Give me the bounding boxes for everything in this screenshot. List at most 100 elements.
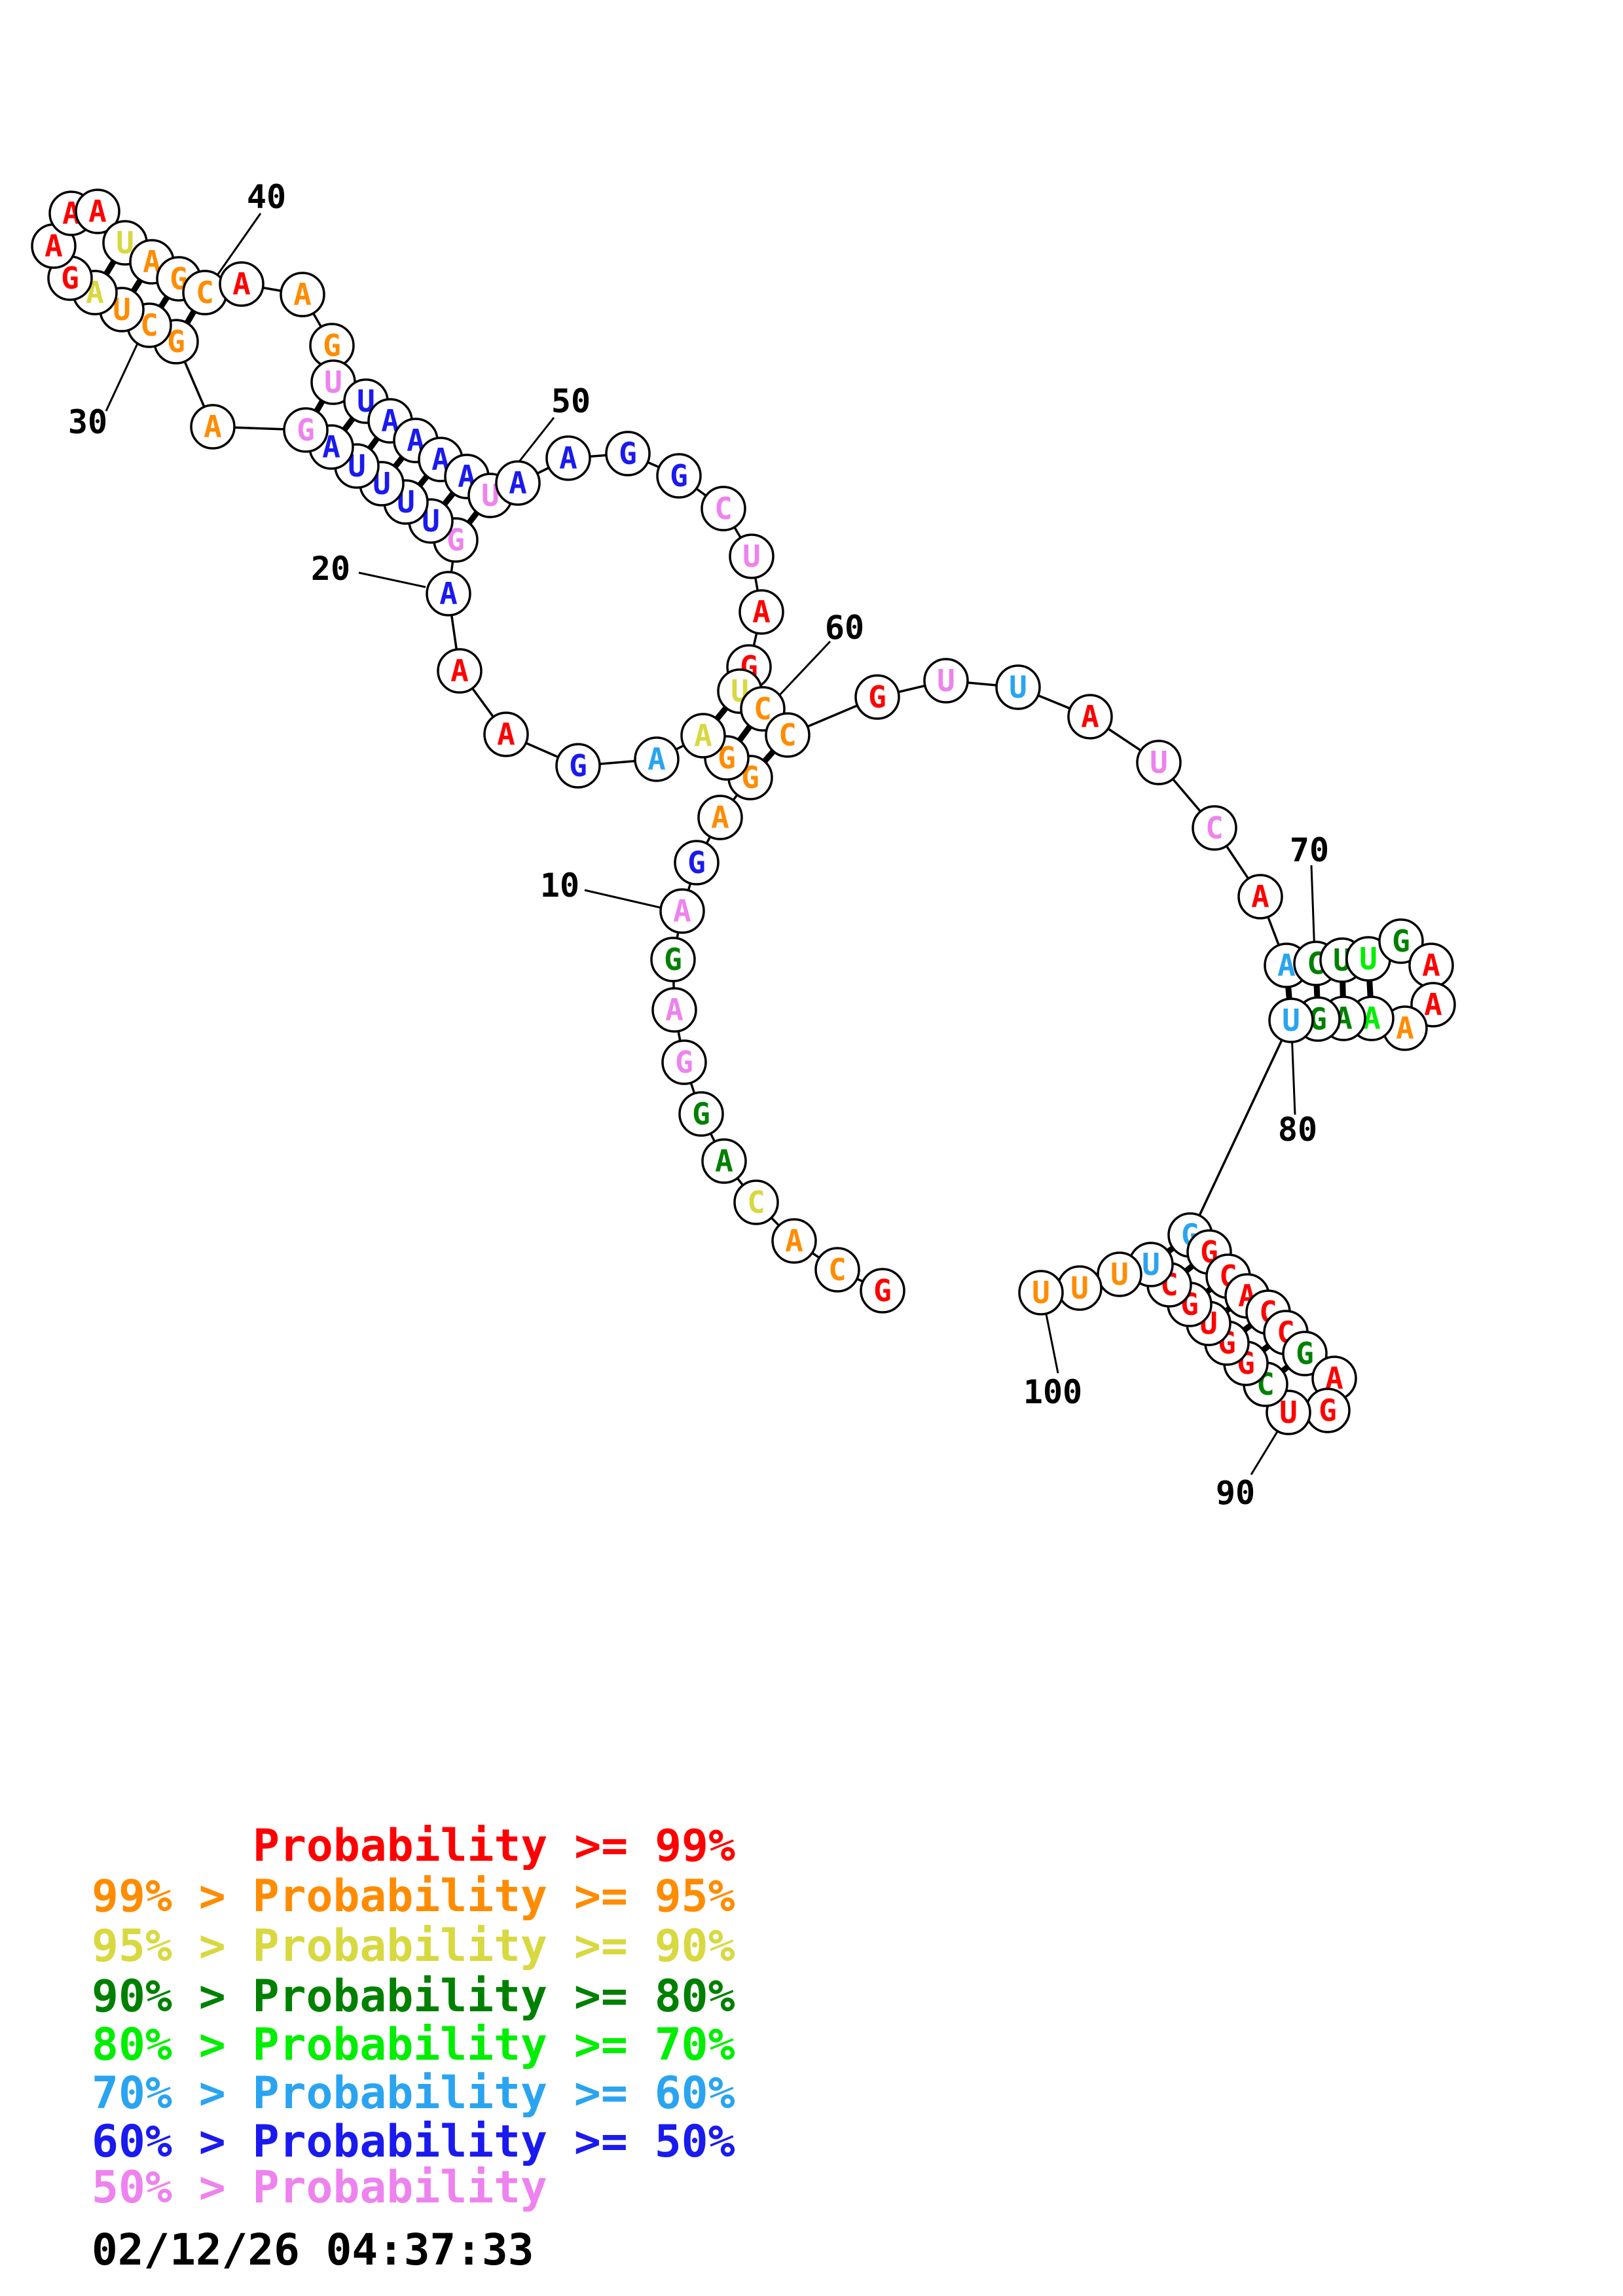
nucleotide-circle [697, 795, 743, 840]
legend-row-p70: 80% > Probability >= 70% [92, 2019, 735, 2071]
nucleotide-circle [674, 840, 720, 886]
position-label: 40 [247, 178, 286, 216]
nucleotide-circle [634, 736, 680, 782]
nucleotide-base: A [647, 742, 666, 777]
nucleotide-circle [605, 431, 651, 476]
nucleotide-base: U [1142, 1247, 1160, 1282]
nucleotide-base: C [714, 491, 733, 526]
nucleotide-circle [729, 533, 775, 579]
position-label-line [1290, 1031, 1296, 1115]
nucleotide-circle [1378, 918, 1424, 964]
nucleotide-circle [1097, 1251, 1142, 1297]
legend-row-p95: 99% > Probability >= 95% [92, 1871, 735, 1922]
nucleotide-circle [1136, 740, 1182, 785]
nucleotide-base: A [1424, 987, 1442, 1022]
nucleotide-base: G [1392, 924, 1410, 959]
nucleotide-circle [495, 460, 541, 506]
position-label-line [209, 213, 262, 286]
legend-row-p80: 90% > Probability >= 80% [92, 1971, 735, 2022]
nucleotide-base: U [1359, 941, 1377, 977]
nucleotide-base: G [675, 1045, 693, 1080]
nucleotide-base: A [1081, 699, 1099, 734]
nucleotide-circle [280, 272, 325, 317]
nucleotide-base: G [868, 679, 886, 715]
nucleotide-base: U [1009, 670, 1027, 705]
nucleotide-base: U [742, 539, 761, 574]
nucleotide-base: A [711, 800, 729, 835]
nucleotide-base: A [439, 576, 458, 611]
nucleotide-base: A [715, 1143, 733, 1179]
nucleotide-base: A [232, 266, 251, 302]
nucleotide-base: A [293, 277, 312, 312]
nucleotide-base: C [828, 1252, 847, 1287]
nucleotide-base: G [664, 942, 682, 977]
nucleotide-circle [555, 743, 601, 789]
position-label-line [584, 889, 662, 909]
nucleotide-base: A [450, 653, 469, 689]
nucleotide-circle [860, 1268, 905, 1314]
nucleotide-circle [483, 711, 529, 757]
nucleotide-circle [680, 713, 726, 759]
nucleotide-circle [995, 664, 1041, 710]
nucleotide-base: C [747, 1185, 765, 1220]
nucleotide-base: A [665, 992, 684, 1028]
position-label: 20 [311, 550, 350, 588]
nucleotide-circle [1268, 997, 1314, 1043]
nucleotide-base: G [619, 436, 637, 471]
nucleotide-base: U [324, 365, 342, 400]
position-label: 10 [540, 867, 579, 905]
position-label: 100 [1023, 1373, 1082, 1411]
nucleotide-base: G [873, 1273, 892, 1308]
nucleotide-circle [1282, 1331, 1328, 1376]
position-labels: 10 20 30 40 50 60 70 80 90 100 [68, 178, 1329, 1512]
nucleotide-base: A [204, 409, 222, 444]
nucleotide-circle [854, 674, 900, 720]
nucleotide-base: G [687, 845, 706, 880]
legend-row-p90: 95% > Probability >= 90% [92, 1920, 735, 1972]
nucleotide-base: G [1296, 1336, 1314, 1371]
nucleotide-circle [75, 188, 120, 234]
nucleotide-base: G [61, 260, 79, 296]
nucleotide-base: U [1150, 745, 1168, 780]
nucleotide-base: G [323, 328, 341, 363]
nucleotide-base: C [754, 691, 772, 726]
position-label: 70 [1290, 831, 1329, 869]
nucleotide-circle [923, 658, 969, 704]
position-label: 30 [68, 403, 107, 441]
nucleotide-base: A [509, 465, 527, 501]
position-label-line [358, 571, 426, 588]
nucleotide-base: U [1110, 1257, 1129, 1292]
nucleotide-base: A [1396, 1011, 1414, 1046]
nucleotide-base: G [670, 458, 688, 493]
nucleotide-circle [656, 453, 702, 499]
position-label: 80 [1278, 1111, 1317, 1149]
nucleotide-base: C [1205, 810, 1224, 846]
nucleotide-base: U [1032, 1275, 1050, 1310]
nucleotide-circle [190, 404, 236, 450]
nucleotide-base: C [196, 275, 214, 310]
nucleotide-circle [1067, 694, 1113, 740]
legend: Probability >= 99% 99% > Probability >= … [92, 1820, 735, 2214]
nucleotide-circle [765, 712, 811, 758]
timestamp: 02/12/26 04:37:33 [92, 2225, 534, 2275]
nucleotide-circle [739, 589, 784, 635]
nucleotide-base: A [1277, 948, 1296, 983]
nucleotide-circle [1237, 874, 1283, 920]
nucleotide-base: A [88, 194, 107, 229]
nucleotide-base: U [1279, 1395, 1298, 1430]
nucleotide-base: U [937, 663, 955, 698]
nucleotide-circle [701, 1138, 747, 1184]
nucleotide-circle [659, 888, 705, 934]
nucleotide-base: A [45, 228, 63, 264]
nucleotide-base: A [497, 717, 515, 752]
nucleotide-circle [650, 937, 696, 982]
nucleotide-circle [426, 571, 471, 617]
position-label-line [1044, 1310, 1059, 1374]
position-label-lines [105, 213, 1316, 1475]
nucleotide-circle [678, 1091, 724, 1137]
nucleotide-base: A [1251, 879, 1269, 914]
legend-row-p60: 70% > Probability >= 60% [92, 2068, 735, 2119]
position-label-line [105, 334, 143, 412]
nucleotide-circle [545, 435, 591, 481]
